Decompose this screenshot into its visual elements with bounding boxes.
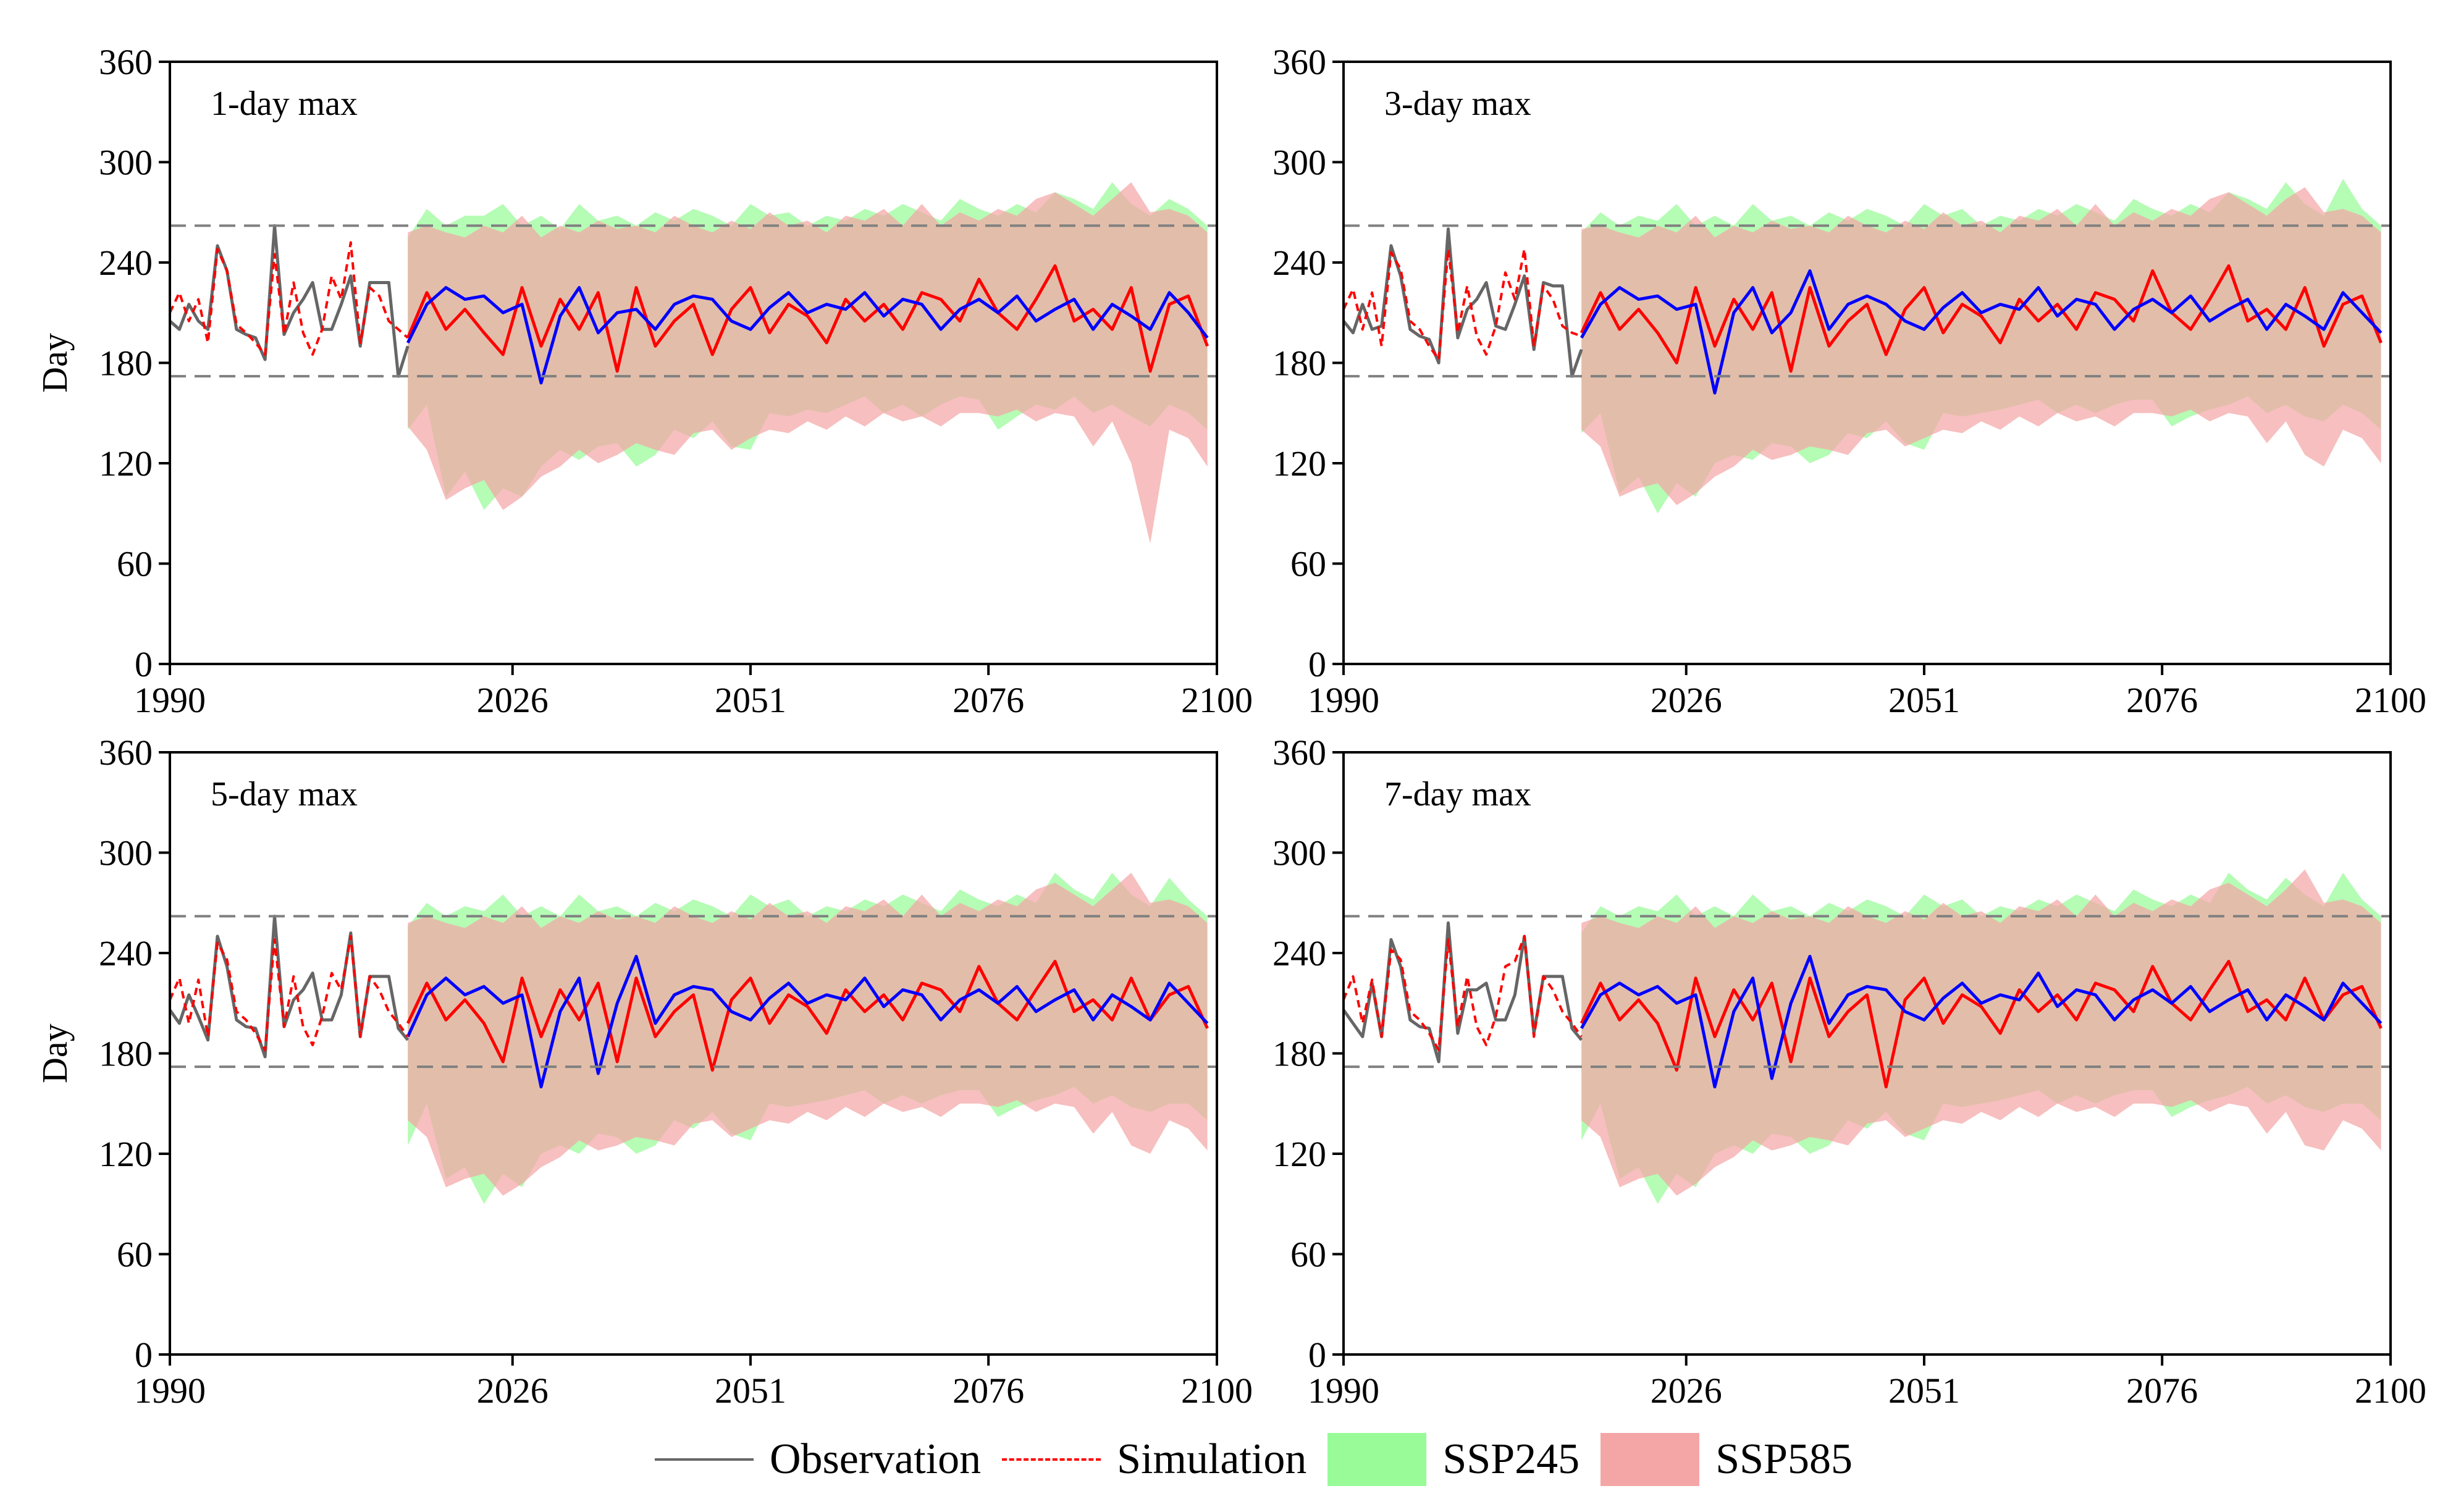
plot-area [170,182,1209,544]
x-tick-label: 1990 [134,680,206,720]
y-tick-label: 240 [1272,243,1326,283]
x-tick-label: 2051 [1888,1371,1960,1411]
x-tick-label: 2076 [953,1371,1024,1411]
ssp585-range-band [408,182,1208,544]
y-tick-label: 300 [99,833,153,873]
legend: Observation Simulation SSP245 SSP585 [655,1432,1874,1487]
y-tick-label: 0 [135,644,153,684]
observation-line [1344,227,1583,378]
x-tick-label: 1990 [1308,680,1379,720]
panel-title: 3-day max [1384,85,1531,123]
ssp245-median-line [406,954,1209,1089]
y-axis-label: Day [35,1023,75,1083]
y-tick-label: 360 [1272,733,1326,773]
simulation-line [1344,248,1582,361]
plot-area [170,873,1209,1204]
x-tick-label: 2026 [477,680,549,720]
ssp585-median-line [1579,264,2383,373]
ssp245-swatch-icon [1327,1433,1427,1486]
chart-panel-4: 0 60 120 180 240 300 360 1990 2026 2051 2076 2100 7-… [1272,733,2426,1411]
x-tick-label: 2100 [1181,680,1253,720]
y-tick-label: 180 [99,1034,153,1074]
simulation-line-icon [1002,1458,1101,1461]
y-tick-label: 180 [99,343,153,384]
y-tick-label: 120 [1272,1134,1326,1174]
y-tick-label: 120 [1272,443,1326,484]
observation-line [170,224,410,378]
panel-title: 7-day max [1384,775,1531,813]
y-tick-label: 0 [1308,1335,1326,1375]
y-tick-label: 240 [99,933,153,973]
legend-label-observation: Observation [770,1435,982,1483]
ssp585-median-line [406,960,1209,1072]
y-tick-label: 360 [99,733,153,773]
legend-item-simulation: Simulation [1002,1435,1306,1484]
x-tick-label: 2051 [715,680,786,720]
y-tick-label: 240 [1272,933,1326,973]
simulation-line [1344,934,1583,1052]
ssp585-range-band [408,873,1208,1196]
x-tick-label: 2076 [953,680,1024,720]
x-tick-label: 2026 [477,1371,549,1411]
ssp585-median-line [406,264,1209,373]
x-tick-label: 2100 [2355,680,2426,720]
legend-item-ssp585: SSP585 [1600,1433,1853,1486]
y-tick-label: 60 [117,1235,153,1275]
plot-area [1344,178,2383,514]
x-tick-label: 2076 [2126,1371,2198,1411]
y-tick-label: 0 [135,1335,153,1375]
legend-label-simulation: Simulation [1117,1435,1307,1483]
y-tick-label: 180 [1272,1034,1326,1074]
x-tick-label: 2100 [1181,1371,1253,1411]
observation-line [1344,921,1583,1064]
observation-line [170,914,410,1059]
chart-panel-3: 0 60 120 180 240 300 360 1990 2026 2051 2076 2100 5-… [35,733,1253,1411]
plot-area [1344,869,2383,1204]
legend-label-ssp245: SSP245 [1442,1435,1580,1483]
x-tick-label: 2076 [2126,680,2198,720]
y-tick-label: 240 [99,243,153,283]
legend-label-ssp585: SSP585 [1715,1435,1853,1483]
y-tick-label: 300 [1272,833,1326,873]
y-tick-label: 60 [117,544,153,584]
y-tick-label: 360 [99,42,153,82]
ssp245-median-line [1580,954,2383,1089]
observation-line-icon [655,1458,754,1461]
y-tick-label: 0 [1308,644,1326,684]
y-tick-label: 120 [99,1134,153,1174]
simulation-line [170,934,409,1052]
chart-panel-2: 0 60 120 180 240 300 360 1990 2026 2051 2076 2100 3-… [1272,42,2426,720]
ssp245-median-line [406,286,1209,385]
y-tick-label: 180 [1272,343,1326,384]
x-tick-label: 2051 [715,1371,786,1411]
x-tick-label: 2100 [2355,1371,2426,1411]
y-axis-label: Day [35,333,75,393]
legend-item-ssp245: SSP245 [1327,1433,1579,1486]
x-tick-label: 1990 [1308,1371,1379,1411]
chart-panel-1: 0 60 120 180 240 300 360 1990 2026 2051 2076 2100 1-… [35,42,1253,720]
y-tick-label: 60 [1290,1235,1326,1275]
panel-title: 1-day max [211,85,358,123]
simulation-line [170,241,409,356]
y-tick-label: 60 [1290,544,1326,584]
y-tick-label: 120 [99,443,153,484]
x-tick-label: 2026 [1651,680,1722,720]
ssp585-swatch-icon [1600,1433,1700,1486]
panel-title: 5-day max [211,775,358,813]
x-tick-label: 1990 [134,1371,206,1411]
legend-item-observation: Observation [655,1435,981,1484]
ssp245-median-line [1580,269,2383,395]
x-tick-label: 2051 [1888,680,1960,720]
ssp585-median-line [1579,960,2383,1089]
ssp585-range-band [1581,187,2381,505]
ssp585-range-band [1581,869,2381,1196]
x-tick-label: 2026 [1651,1371,1722,1411]
y-tick-label: 300 [1272,143,1326,183]
y-tick-label: 300 [99,143,153,183]
y-tick-label: 360 [1272,42,1326,82]
